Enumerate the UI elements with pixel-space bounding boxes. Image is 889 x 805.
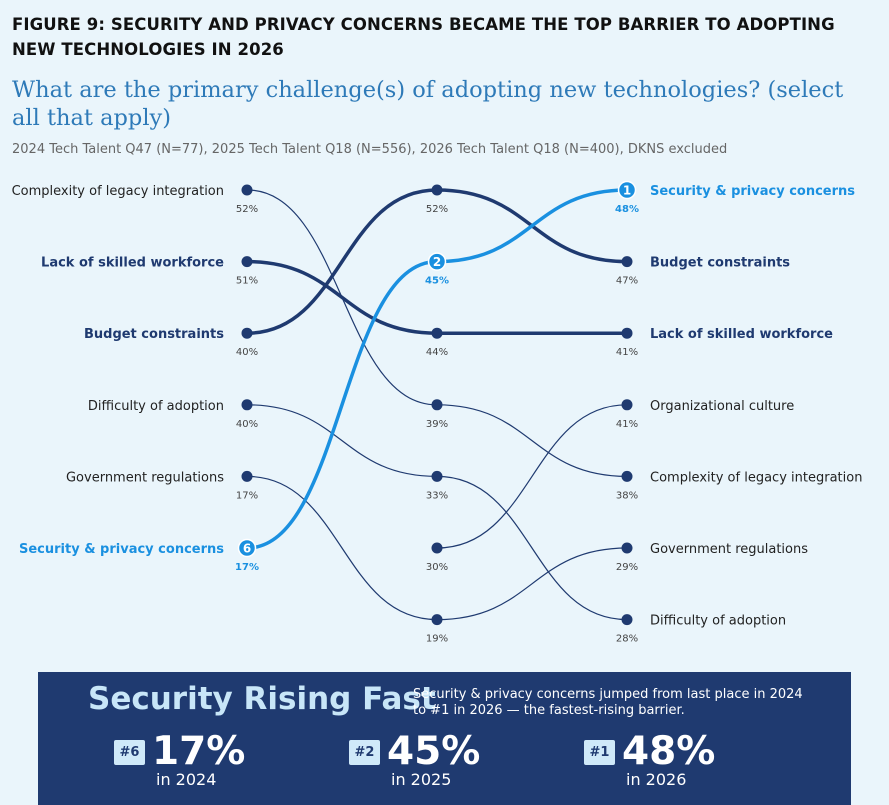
data-label: 17% — [236, 490, 258, 501]
label-2024-complexity-of-legacy-integration: Complexity of legacy integration — [12, 184, 224, 199]
chart-source-note: 2024 Tech Talent Q47 (N=77), 2025 Tech T… — [12, 142, 728, 157]
data-label: 41% — [616, 419, 638, 430]
data-point — [621, 327, 633, 339]
data-point — [621, 614, 633, 626]
rank-badge: #2 — [349, 740, 380, 765]
data-point — [431, 614, 443, 626]
label-2026-budget-constraints: Budget constraints — [650, 256, 790, 271]
data-point — [621, 542, 633, 554]
data-label: 51% — [236, 276, 258, 287]
data-point — [431, 399, 443, 411]
data-label: 38% — [616, 490, 638, 501]
bump-chart: 30% 41% 52% 39% 38% 17% 19% 29% 40% 33% 28% 40% 52% 4… — [12, 180, 862, 645]
figure-title: FIGURE 9: SECURITY AND PRIVACY CONCERNS … — [12, 15, 835, 59]
label-2026-complexity-of-legacy-integration: Complexity of legacy integration — [650, 470, 862, 485]
data-label: 39% — [426, 419, 448, 430]
data-point — [241, 470, 253, 482]
series-line-organizational-culture — [436, 404, 628, 549]
data-label: 40% — [236, 419, 258, 430]
series-line-complexity-of-legacy-integration — [246, 189, 628, 477]
series-line-difficulty-of-adoption — [246, 404, 628, 621]
stat-year: in 2024 — [156, 770, 217, 789]
rank-number: 6 — [243, 542, 251, 556]
data-point — [241, 327, 253, 339]
stat-year: in 2026 — [626, 770, 687, 789]
rank-marker — [617, 180, 637, 200]
data-point — [621, 256, 633, 268]
data-point — [241, 399, 253, 411]
data-label: 47% — [616, 276, 638, 287]
label-2024-security-and-privacy-concerns: Security & privacy concerns — [19, 542, 224, 557]
series-line-security-and-privacy-concerns — [245, 188, 629, 550]
chart-question: What are the primary challenge(s) of ado… — [12, 77, 844, 131]
data-label: 28% — [616, 634, 638, 645]
label-2024-lack-of-skilled-workforce: Lack of skilled workforce — [41, 256, 224, 271]
data-label: 41% — [616, 347, 638, 358]
label-2026-difficulty-of-adoption: Difficulty of adoption — [650, 614, 786, 629]
label-2026-lack-of-skilled-workforce: Lack of skilled workforce — [650, 327, 833, 342]
panel-description: Security & privacy concerns jumped from … — [413, 687, 803, 718]
stat-year: in 2025 — [391, 770, 452, 789]
label-2026-government-regulations: Government regulations — [650, 542, 808, 557]
data-label: 44% — [426, 347, 448, 358]
rank-number: 1 — [623, 184, 631, 198]
stat-value: 45% — [387, 729, 481, 774]
data-point — [241, 184, 253, 196]
label-2026-security-and-privacy-concerns: Security & privacy concerns — [650, 184, 855, 199]
stat-value: 48% — [622, 729, 716, 774]
data-label: 52% — [236, 204, 258, 215]
rank-marker — [427, 252, 447, 271]
data-point — [431, 184, 443, 196]
data-label: 52% — [426, 204, 448, 215]
data-point — [431, 542, 443, 554]
panel-heading: Security Rising Fast — [88, 681, 436, 717]
data-point — [431, 327, 443, 339]
label-2024-budget-constraints: Budget constraints — [84, 327, 224, 342]
data-label: 17% — [235, 562, 259, 573]
data-point — [431, 470, 443, 482]
summary-panel: Security Rising Fast Security & privacy … — [38, 672, 851, 805]
data-label: 45% — [425, 276, 449, 287]
label-2024-difficulty-of-adoption: Difficulty of adoption — [88, 399, 224, 414]
data-label: 19% — [426, 634, 448, 645]
data-point — [621, 470, 633, 482]
series-line-lack-of-skilled-workforce — [245, 259, 629, 335]
label-2026-organizational-culture: Organizational culture — [650, 399, 794, 414]
rank-number: 2 — [433, 255, 441, 269]
data-label: 40% — [236, 347, 258, 358]
data-label: 30% — [426, 562, 448, 573]
rank-badge: #6 — [114, 740, 145, 765]
data-point — [241, 256, 253, 268]
rank-badge: #1 — [584, 740, 615, 765]
rank-marker — [237, 538, 257, 558]
data-point — [621, 399, 633, 411]
data-label: 48% — [615, 204, 639, 215]
data-label: 29% — [616, 562, 638, 573]
data-label: 33% — [426, 490, 448, 501]
label-2024-government-regulations: Government regulations — [66, 470, 224, 485]
stat-value: 17% — [152, 729, 246, 774]
